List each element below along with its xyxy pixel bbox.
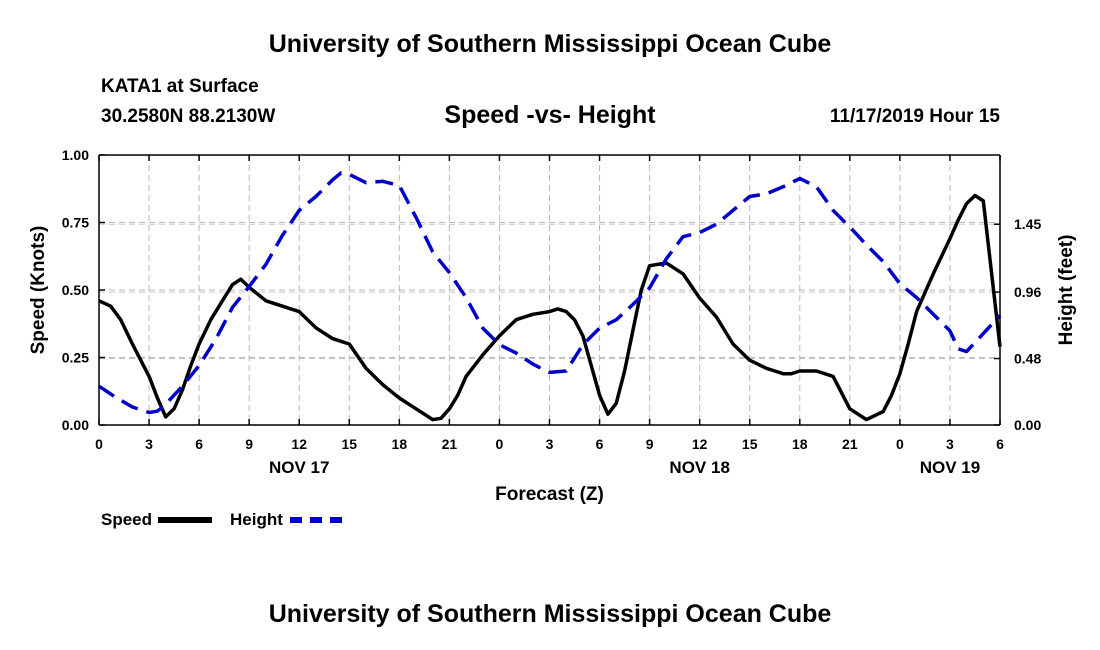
y-tick-label: 0.25 bbox=[62, 350, 89, 366]
legend-speed-label: Speed bbox=[101, 510, 153, 529]
y2-tick-label: 1.45 bbox=[1014, 216, 1041, 232]
x-tick-label: 6 bbox=[195, 436, 203, 452]
x-tick-label: 21 bbox=[442, 436, 458, 452]
x-tick-label: 15 bbox=[341, 436, 357, 452]
station-coords: 30.2580N 88.2130W bbox=[101, 106, 276, 127]
x-tick-label: 6 bbox=[996, 436, 1004, 452]
y-tick-label: 0.00 bbox=[62, 417, 89, 433]
x-tick-label: 0 bbox=[896, 436, 904, 452]
x-tick-label: 3 bbox=[546, 436, 554, 452]
date-label: NOV 19 bbox=[920, 458, 980, 477]
timestamp: 11/17/2019 Hour 15 bbox=[829, 106, 1000, 127]
y2-tick-label: 0.48 bbox=[1014, 351, 1041, 367]
station-name: KATA1 at Surface bbox=[101, 76, 259, 97]
legend-height-label: Height bbox=[230, 510, 283, 529]
x-tick-label: 9 bbox=[245, 436, 253, 452]
x-tick-label: 12 bbox=[291, 436, 307, 452]
date-label: NOV 18 bbox=[669, 458, 729, 477]
y-axis-label: Speed (Knots) bbox=[28, 226, 49, 355]
x-tick-label: 6 bbox=[596, 436, 604, 452]
x-tick-label: 9 bbox=[646, 436, 654, 452]
x-axis-label: Forecast (Z) bbox=[495, 484, 604, 505]
y2-tick-label: 0.96 bbox=[1014, 284, 1041, 300]
series-height-line bbox=[98, 171, 1002, 415]
chart-heading: Speed -vs- Height bbox=[444, 101, 656, 129]
x-tick-label: 15 bbox=[742, 436, 758, 452]
y-tick-label: 1.00 bbox=[62, 147, 89, 163]
x-tick-label: 0 bbox=[95, 436, 103, 452]
x-tick-label: 0 bbox=[496, 436, 504, 452]
x-tick-label: 21 bbox=[842, 436, 858, 452]
bottom-title: University of Southern Mississippi Ocean… bbox=[268, 600, 832, 628]
y2-axis-label: Height (feet) bbox=[1056, 235, 1077, 346]
x-tick-label: 3 bbox=[145, 436, 153, 452]
x-tick-label: 3 bbox=[946, 436, 954, 452]
y-tick-label: 0.75 bbox=[62, 215, 89, 231]
x-tick-label: 12 bbox=[692, 436, 708, 452]
date-label: NOV 17 bbox=[269, 458, 329, 477]
x-tick-label: 18 bbox=[792, 436, 808, 452]
x-tick-label: 18 bbox=[392, 436, 408, 452]
legend-height-swatch bbox=[290, 517, 342, 523]
series-speed-line bbox=[98, 193, 1002, 422]
top-title: University of Southern Mississippi Ocean… bbox=[268, 30, 832, 58]
legend-speed-swatch bbox=[158, 517, 212, 523]
y-tick-label: 0.50 bbox=[62, 282, 89, 298]
y2-tick-label: 0.00 bbox=[1014, 417, 1041, 433]
